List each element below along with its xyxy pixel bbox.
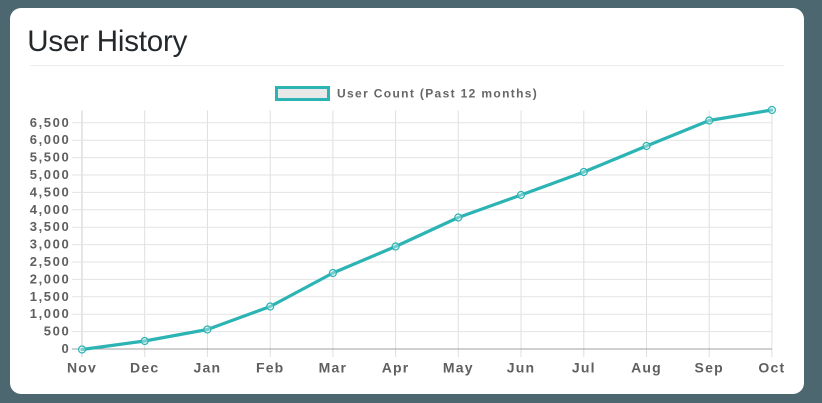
svg-text:4,500: 4,500 [30, 184, 71, 199]
svg-text:Oct: Oct [758, 360, 785, 376]
svg-text:May: May [443, 360, 474, 376]
svg-text:Mar: Mar [319, 360, 348, 376]
svg-text:Aug: Aug [631, 360, 662, 376]
svg-text:1,500: 1,500 [30, 289, 71, 304]
svg-text:4,000: 4,000 [30, 202, 71, 217]
svg-text:500: 500 [44, 324, 71, 339]
svg-text:Jun: Jun [507, 360, 536, 376]
svg-text:3,500: 3,500 [30, 219, 71, 234]
svg-text:Apr: Apr [382, 360, 410, 376]
svg-text:Sep: Sep [695, 360, 724, 376]
svg-text:0: 0 [61, 341, 70, 356]
svg-text:5,000: 5,000 [30, 167, 71, 182]
svg-text:Jul: Jul [572, 360, 596, 376]
svg-text:3,000: 3,000 [30, 237, 71, 252]
svg-text:Nov: Nov [67, 360, 97, 376]
svg-text:Feb: Feb [256, 360, 285, 376]
svg-text:User History: User History [27, 25, 187, 58]
svg-text:2,500: 2,500 [30, 254, 71, 269]
svg-text:5,500: 5,500 [30, 150, 71, 165]
svg-text:Dec: Dec [130, 360, 159, 376]
svg-text:2,000: 2,000 [30, 271, 71, 286]
svg-text:User Count (Past 12 months): User Count (Past 12 months) [337, 87, 538, 101]
svg-text:6,500: 6,500 [30, 115, 71, 130]
svg-text:6,000: 6,000 [30, 132, 71, 147]
svg-text:1,000: 1,000 [30, 306, 71, 321]
svg-text:Jan: Jan [194, 360, 222, 376]
